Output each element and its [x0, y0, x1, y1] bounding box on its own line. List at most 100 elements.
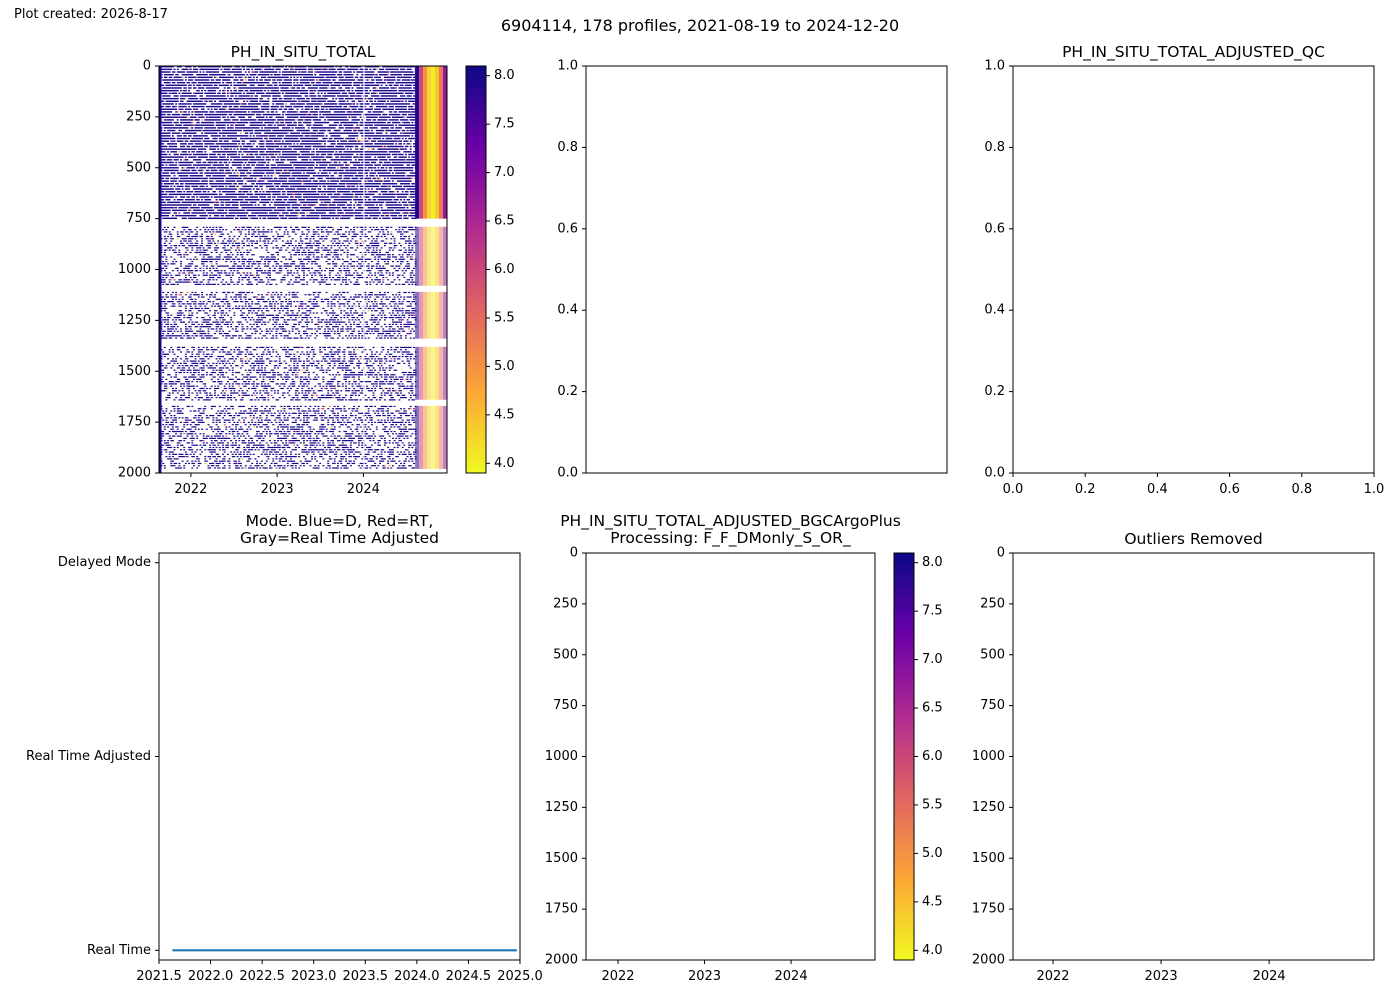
heatmap-cell	[244, 89, 247, 92]
heatmap-cell	[309, 92, 312, 94]
heatmap-cell	[322, 111, 325, 113]
heatmap-cell	[222, 97, 225, 100]
heatmap-cell	[319, 124, 322, 126]
heatmap-cell	[280, 108, 283, 110]
heatmap-cell	[311, 105, 314, 108]
heatmap-cell	[241, 124, 244, 126]
heatmap-cell	[324, 68, 326, 71]
heatmap-cell	[173, 97, 176, 100]
heatmap-cell	[338, 108, 341, 110]
heatmap-cell	[181, 97, 184, 100]
heatmap-cell	[404, 127, 407, 129]
heatmap-cell	[382, 71, 385, 73]
heatmap-cell	[413, 73, 415, 76]
heatmap-cell	[165, 119, 168, 121]
heatmap-cell	[259, 87, 262, 89]
heatmap-cell	[270, 84, 273, 87]
heatmap-cell	[228, 119, 231, 121]
heatmap-cell	[391, 105, 394, 108]
heatmap-cell	[408, 79, 411, 81]
heatmap-cell	[406, 95, 409, 97]
heatmap-cell	[162, 92, 165, 94]
heatmap-cell	[210, 84, 213, 87]
heatmap-cell	[312, 66, 315, 68]
heatmap-cell	[383, 113, 386, 116]
heatmap-cell	[238, 113, 241, 116]
heatmap-cell	[196, 127, 199, 129]
heatmap-cell	[217, 148, 220, 150]
heatmap-cell	[374, 119, 377, 121]
heatmap-cell	[366, 113, 369, 116]
heatmap-cell	[205, 73, 208, 76]
heatmap-cell	[319, 113, 322, 116]
heatmap-cell	[411, 119, 414, 121]
heatmap-cell	[400, 119, 402, 121]
heatmap-cell	[267, 71, 270, 73]
heatmap-cell	[340, 124, 343, 126]
heatmap-cell	[217, 113, 220, 116]
heatmap-cell	[246, 121, 249, 124]
heatmap-cell	[294, 105, 297, 108]
heatmap-cell	[411, 89, 414, 92]
heatmap-cell	[286, 97, 289, 100]
heatmap-cell	[267, 76, 270, 79]
heatmap-cell	[290, 66, 292, 68]
heatmap-cell	[260, 105, 263, 108]
heatmap-cell	[409, 92, 412, 94]
heatmap-cell	[277, 116, 280, 118]
heatmap-cell	[356, 121, 359, 124]
heatmap-cell	[278, 92, 281, 94]
heatmap-cell	[184, 84, 187, 87]
heatmap-cell	[309, 108, 312, 110]
heatmap-cell	[332, 73, 335, 76]
heatmap-cell	[361, 84, 364, 87]
heatmap-cell	[247, 105, 250, 108]
heatmap-cell	[319, 119, 322, 121]
heatmap-cell	[341, 137, 344, 140]
heatmap-cell	[345, 119, 347, 121]
heatmap-cell	[380, 87, 383, 89]
heatmap-cell	[218, 84, 221, 87]
heatmap-cell	[361, 108, 364, 110]
heatmap-cell	[345, 161, 347, 164]
heatmap-cell	[188, 81, 191, 84]
heatmap-cell	[408, 108, 411, 110]
heatmap-cell	[338, 97, 341, 100]
heatmap-cell	[288, 71, 291, 73]
heatmap-cell	[228, 66, 231, 68]
heatmap-cell	[391, 76, 394, 79]
heatmap-cell	[215, 84, 218, 87]
heatmap-cell	[319, 116, 322, 118]
heatmap-cell	[249, 79, 252, 81]
heatmap-cell	[341, 95, 344, 97]
heatmap-cell	[252, 100, 255, 102]
heatmap-cell	[367, 124, 370, 126]
heatmap-cell	[275, 105, 278, 108]
heatmap-cell	[345, 73, 347, 76]
heatmap-cell	[168, 66, 171, 68]
heatmap-cell	[220, 103, 223, 105]
heatmap-cell	[181, 108, 184, 110]
heatmap-cell	[391, 95, 394, 97]
heatmap-cell	[408, 105, 411, 108]
heatmap-cell	[294, 95, 297, 97]
heatmap-cell	[181, 73, 184, 76]
heatmap-cell	[226, 119, 229, 121]
heatmap-cell	[346, 87, 349, 89]
heatmap-cell	[178, 129, 181, 132]
heatmap-cell	[280, 97, 283, 100]
heatmap-cell	[188, 105, 191, 108]
heatmap-cell	[364, 127, 367, 129]
heatmap-cell	[351, 100, 354, 102]
heatmap-cell	[348, 105, 351, 108]
heatmap-cell	[238, 116, 241, 118]
heatmap-cell	[267, 95, 270, 97]
heatmap-cell	[309, 66, 312, 68]
heatmap-cell	[319, 68, 322, 71]
heatmap-cell	[280, 129, 283, 132]
heatmap-cell	[243, 129, 246, 132]
heatmap-cell	[411, 103, 414, 105]
heatmap-cell	[406, 68, 409, 71]
heatmap-cell	[201, 92, 203, 94]
heatmap-cell	[343, 116, 346, 118]
